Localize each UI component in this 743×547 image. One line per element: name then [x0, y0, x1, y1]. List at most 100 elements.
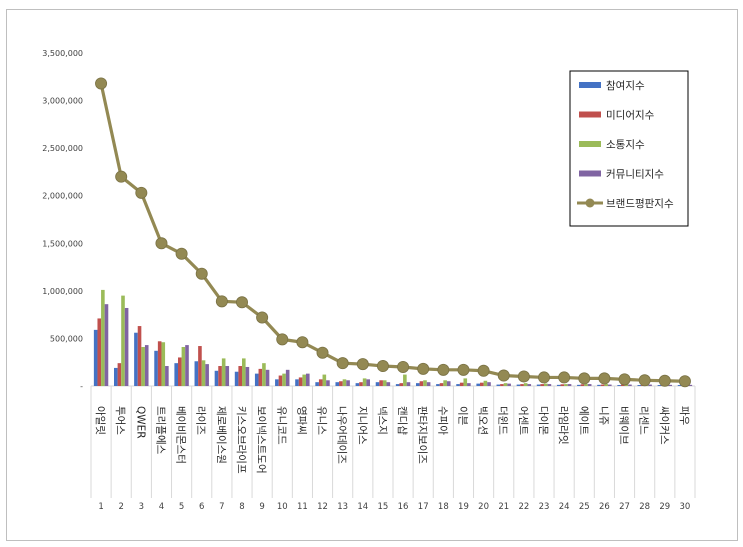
bar-소통지수 [282, 373, 286, 386]
bar-참여지수 [335, 382, 340, 386]
category-label: 니쥬 [597, 406, 609, 426]
rank-label: 20 [478, 502, 489, 512]
bar-소통지수 [302, 374, 306, 386]
rank-label: 1 [98, 502, 103, 512]
bar-커뮤니티지수 [547, 384, 552, 386]
bar-참여지수 [275, 379, 279, 386]
bar-커뮤니티지수 [426, 382, 431, 386]
bar-소통지수 [382, 380, 387, 386]
bar-커뮤니티지수 [507, 383, 511, 386]
legend-swatch [579, 111, 601, 118]
line-point [578, 372, 591, 385]
line-point [256, 311, 269, 324]
y-tick-label: - [80, 382, 83, 391]
bar-참여지수 [677, 385, 682, 386]
bar-미디어지수 [157, 341, 162, 386]
bar-참여지수 [436, 384, 440, 386]
rank-label: 10 [277, 502, 288, 512]
line-point [296, 336, 309, 349]
category-label: 빅오션 [477, 406, 489, 435]
category-label: 캔디샵 [396, 406, 408, 435]
rank-label: 29 [659, 502, 670, 512]
bar-소통지수 [523, 383, 528, 386]
bar-참여지수 [657, 385, 662, 386]
bar-소통지수 [584, 384, 588, 386]
line-point [638, 374, 651, 387]
line-point [316, 346, 329, 359]
rank-label: 26 [599, 502, 610, 512]
bar-소통지수 [322, 374, 327, 386]
bar-참여지수 [617, 385, 621, 386]
bar-미디어지수 [359, 382, 363, 386]
line-point [658, 374, 671, 387]
bar-미디어지수 [399, 383, 404, 386]
bar-참여지수 [476, 383, 480, 386]
bar-소통지수 [342, 379, 347, 386]
bar-소통지수 [564, 384, 568, 386]
line-point [155, 237, 168, 250]
y-tick-label: 500,000 [50, 334, 83, 343]
bar-참여지수 [254, 373, 259, 386]
legend-label: 브랜드평판지수 [606, 198, 674, 210]
line-point [457, 363, 470, 376]
legend-label: 소통지수 [606, 139, 645, 151]
bar-커뮤니티지수 [527, 384, 532, 386]
line-point [235, 296, 248, 309]
rank-label: 14 [357, 502, 368, 512]
bar-미디어지수 [600, 384, 605, 386]
category-label: 에이트 [577, 406, 589, 435]
bar-참여지수 [536, 384, 541, 386]
y-tick-label: 1,500,000 [42, 239, 83, 248]
legend-label: 미디어지수 [606, 110, 655, 122]
bar-미디어지수 [419, 381, 424, 386]
bar-커뮤니티지수 [446, 381, 451, 386]
bar-참여지수 [234, 371, 239, 386]
line-point [497, 369, 510, 382]
category-label: 어센트 [517, 406, 529, 435]
category-label: 키스오브라이프 [235, 406, 247, 474]
bar-커뮤니티지수 [688, 384, 693, 386]
bar-미디어지수 [278, 375, 283, 386]
bar-소통지수 [262, 363, 266, 386]
rank-label: 30 [680, 502, 691, 512]
bar-소통지수 [403, 374, 407, 386]
line-point [437, 363, 450, 376]
bar-소통지수 [121, 295, 125, 386]
bar-참여지수 [315, 382, 319, 386]
category-label: 파우 [678, 406, 690, 426]
rank-label: 28 [639, 502, 650, 512]
line-point [678, 375, 691, 388]
line-point [336, 357, 349, 370]
bar-소통지수 [362, 378, 367, 386]
bar-커뮤니티지수 [366, 379, 370, 386]
category-label: 아일릿 [94, 406, 107, 435]
bar-미디어지수 [318, 379, 323, 386]
bar-커뮤니티지수 [205, 364, 209, 386]
bar-커뮤니티지수 [608, 384, 612, 386]
bar-참여지수 [355, 383, 360, 386]
bar-참여지수 [174, 363, 178, 386]
bar-미디어지수 [560, 384, 565, 386]
bar-미디어지수 [137, 326, 142, 386]
bar-소통지수 [604, 384, 608, 386]
category-label: 라임라잇 [557, 406, 570, 445]
bar-커뮤니티지수 [245, 366, 250, 386]
rank-label: 13 [337, 502, 348, 512]
category-label: 트리플에스 [154, 406, 166, 455]
bar-미디어지수 [500, 384, 504, 386]
y-tick-label: 3,000,000 [42, 97, 83, 106]
legend-marker [585, 198, 595, 208]
category-label: 수피아 [436, 406, 448, 435]
line-point [175, 247, 188, 260]
category-label: 리센느 [638, 406, 650, 435]
chart-frame: - 500,000 1,000,000 1,500,000 2,000,000 2,500… [6, 9, 738, 541]
line-point [115, 170, 128, 183]
bar-소통지수 [181, 346, 186, 386]
rank-label: 23 [539, 502, 550, 512]
bar-참여지수 [214, 370, 219, 386]
bar-커뮤니티지수 [587, 384, 592, 386]
legend-swatch [579, 141, 601, 147]
rank-label: 16 [398, 502, 409, 512]
line-point [558, 371, 571, 384]
bar-커뮤니티지수 [265, 369, 270, 386]
